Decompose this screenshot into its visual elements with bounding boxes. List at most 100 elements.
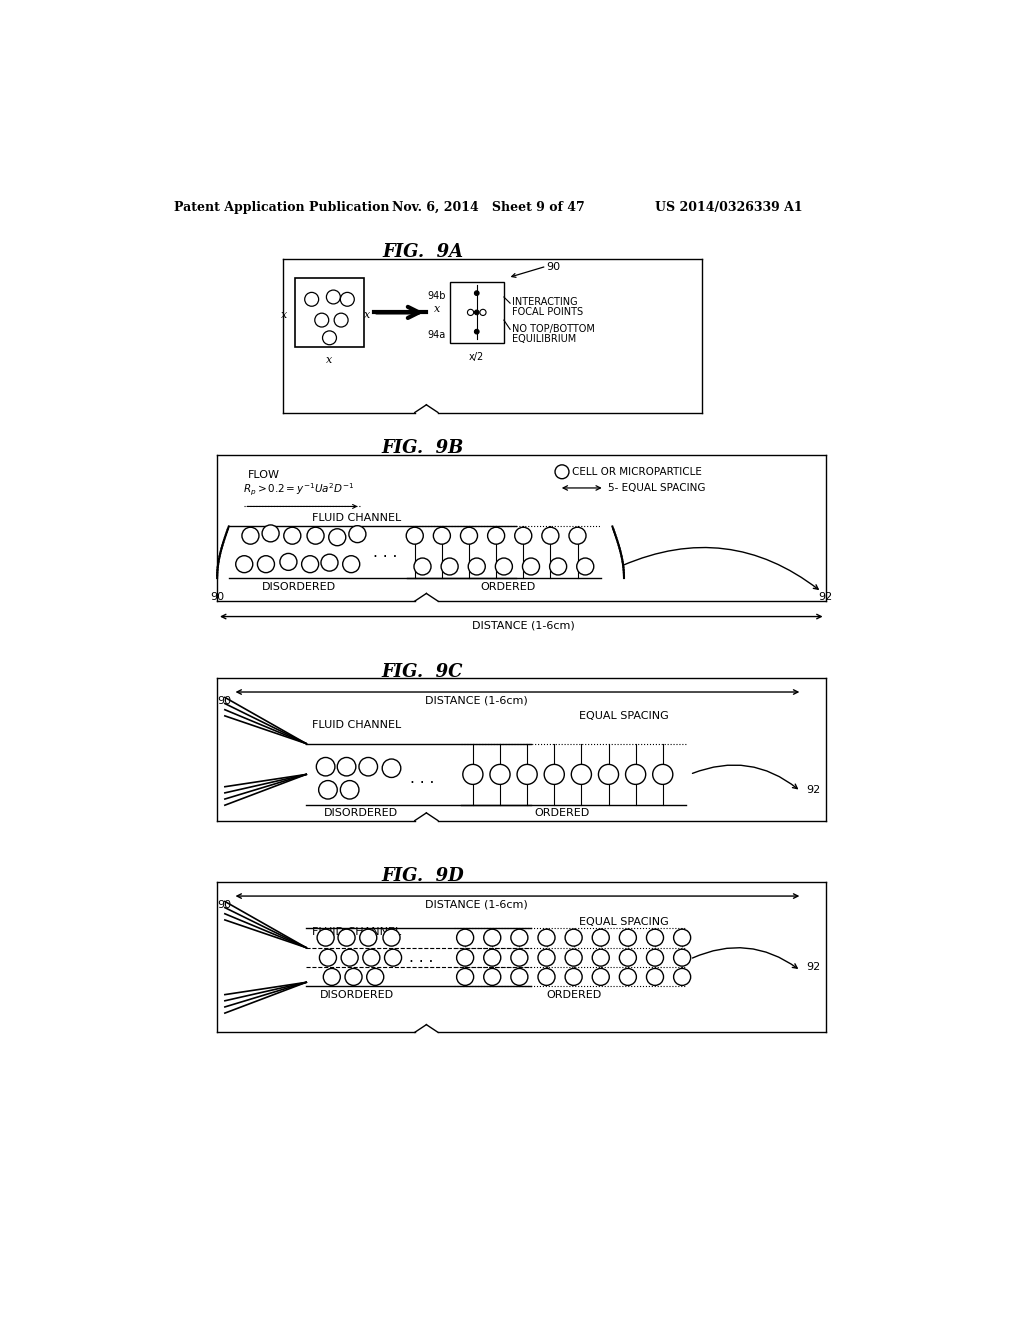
Text: FIG.  9B: FIG. 9B [381,440,464,458]
Circle shape [414,558,431,576]
Circle shape [262,525,280,543]
Circle shape [457,949,474,966]
Text: 92: 92 [818,591,833,602]
Text: CELL OR MICROPARTICLE: CELL OR MICROPARTICLE [572,467,701,477]
Circle shape [620,929,636,946]
Circle shape [592,929,609,946]
Circle shape [305,293,318,306]
Circle shape [317,929,334,946]
Circle shape [592,949,609,966]
Circle shape [457,929,474,946]
Text: 92: 92 [806,962,820,972]
Circle shape [489,764,510,784]
Text: . . .: . . . [411,771,434,785]
Circle shape [511,929,528,946]
Circle shape [463,764,483,784]
Circle shape [565,949,583,966]
Circle shape [571,764,592,784]
Text: INTERACTING: INTERACTING [512,297,578,308]
Circle shape [646,929,664,946]
Circle shape [324,969,340,985]
Circle shape [652,764,673,784]
Circle shape [565,929,583,946]
Text: 90: 90 [547,263,560,272]
Text: ORDERED: ORDERED [546,990,601,1001]
Circle shape [323,331,337,345]
Circle shape [577,558,594,576]
Text: FLUID CHANNEL: FLUID CHANNEL [312,721,401,730]
Circle shape [321,554,338,572]
Text: EQUILIBRIUM: EQUILIBRIUM [512,334,575,345]
Circle shape [382,759,400,777]
Text: EQUAL SPACING: EQUAL SPACING [580,917,669,927]
Text: ORDERED: ORDERED [535,808,590,818]
Text: FOCAL POINTS: FOCAL POINTS [512,308,583,317]
Circle shape [487,527,505,544]
Text: FIG.  9A: FIG. 9A [382,243,463,261]
Text: FLOW: FLOW [248,470,281,480]
Circle shape [236,556,253,573]
Circle shape [343,556,359,573]
Circle shape [319,949,337,966]
Circle shape [467,309,474,315]
Circle shape [242,527,259,544]
Text: Patent Application Publication: Patent Application Publication [174,201,390,214]
Circle shape [327,290,340,304]
Circle shape [515,527,531,544]
Circle shape [314,313,329,327]
Text: x/2: x/2 [469,352,484,363]
Text: FLUID CHANNEL: FLUID CHANNEL [312,512,401,523]
Text: x: x [327,355,333,364]
Circle shape [674,949,690,966]
Circle shape [646,949,664,966]
Circle shape [345,969,362,985]
Text: DISTANCE (1-6cm): DISTANCE (1-6cm) [472,620,574,631]
Circle shape [457,969,474,985]
Text: 94a: 94a [427,330,445,339]
Text: $R_p > 0.2 = y^{-1}Ua^2D^{-1}$: $R_p > 0.2 = y^{-1}Ua^2D^{-1}$ [243,482,354,498]
Text: x: x [281,310,287,321]
Text: 90: 90 [210,591,224,602]
Text: x: x [434,305,440,314]
Circle shape [474,310,479,314]
Circle shape [338,929,355,946]
Circle shape [474,330,479,334]
Text: . . .: . . . [373,545,397,560]
Circle shape [367,969,384,985]
Circle shape [517,764,538,784]
Circle shape [340,780,359,799]
Text: DISTANCE (1-6cm): DISTANCE (1-6cm) [425,900,528,909]
Circle shape [329,529,346,545]
Circle shape [461,527,477,544]
Text: 94b: 94b [427,292,445,301]
Text: FIG.  9C: FIG. 9C [382,663,463,681]
Circle shape [441,558,458,576]
Circle shape [496,558,512,576]
Circle shape [362,949,380,966]
Circle shape [620,969,636,985]
Circle shape [674,969,690,985]
Circle shape [433,527,451,544]
Circle shape [334,313,348,327]
Circle shape [550,558,566,576]
Circle shape [483,949,501,966]
Text: ORDERED: ORDERED [480,582,536,591]
Bar [295,277,365,347]
Circle shape [544,764,564,784]
Text: FLUID CHANNEL: FLUID CHANNEL [312,927,401,937]
Circle shape [318,780,337,799]
Text: . . .: . . . [409,950,433,965]
Circle shape [307,527,324,544]
Text: x: x [365,310,371,321]
Text: NO TOP/BOTTOM: NO TOP/BOTTOM [512,323,595,334]
Circle shape [284,527,301,544]
Text: DISORDERED: DISORDERED [261,582,336,591]
Circle shape [483,929,501,946]
Circle shape [302,556,318,573]
Text: 5- EQUAL SPACING: 5- EQUAL SPACING [608,483,706,492]
Circle shape [349,525,366,543]
Circle shape [565,969,583,985]
Circle shape [511,969,528,985]
Circle shape [538,949,555,966]
Circle shape [483,969,501,985]
